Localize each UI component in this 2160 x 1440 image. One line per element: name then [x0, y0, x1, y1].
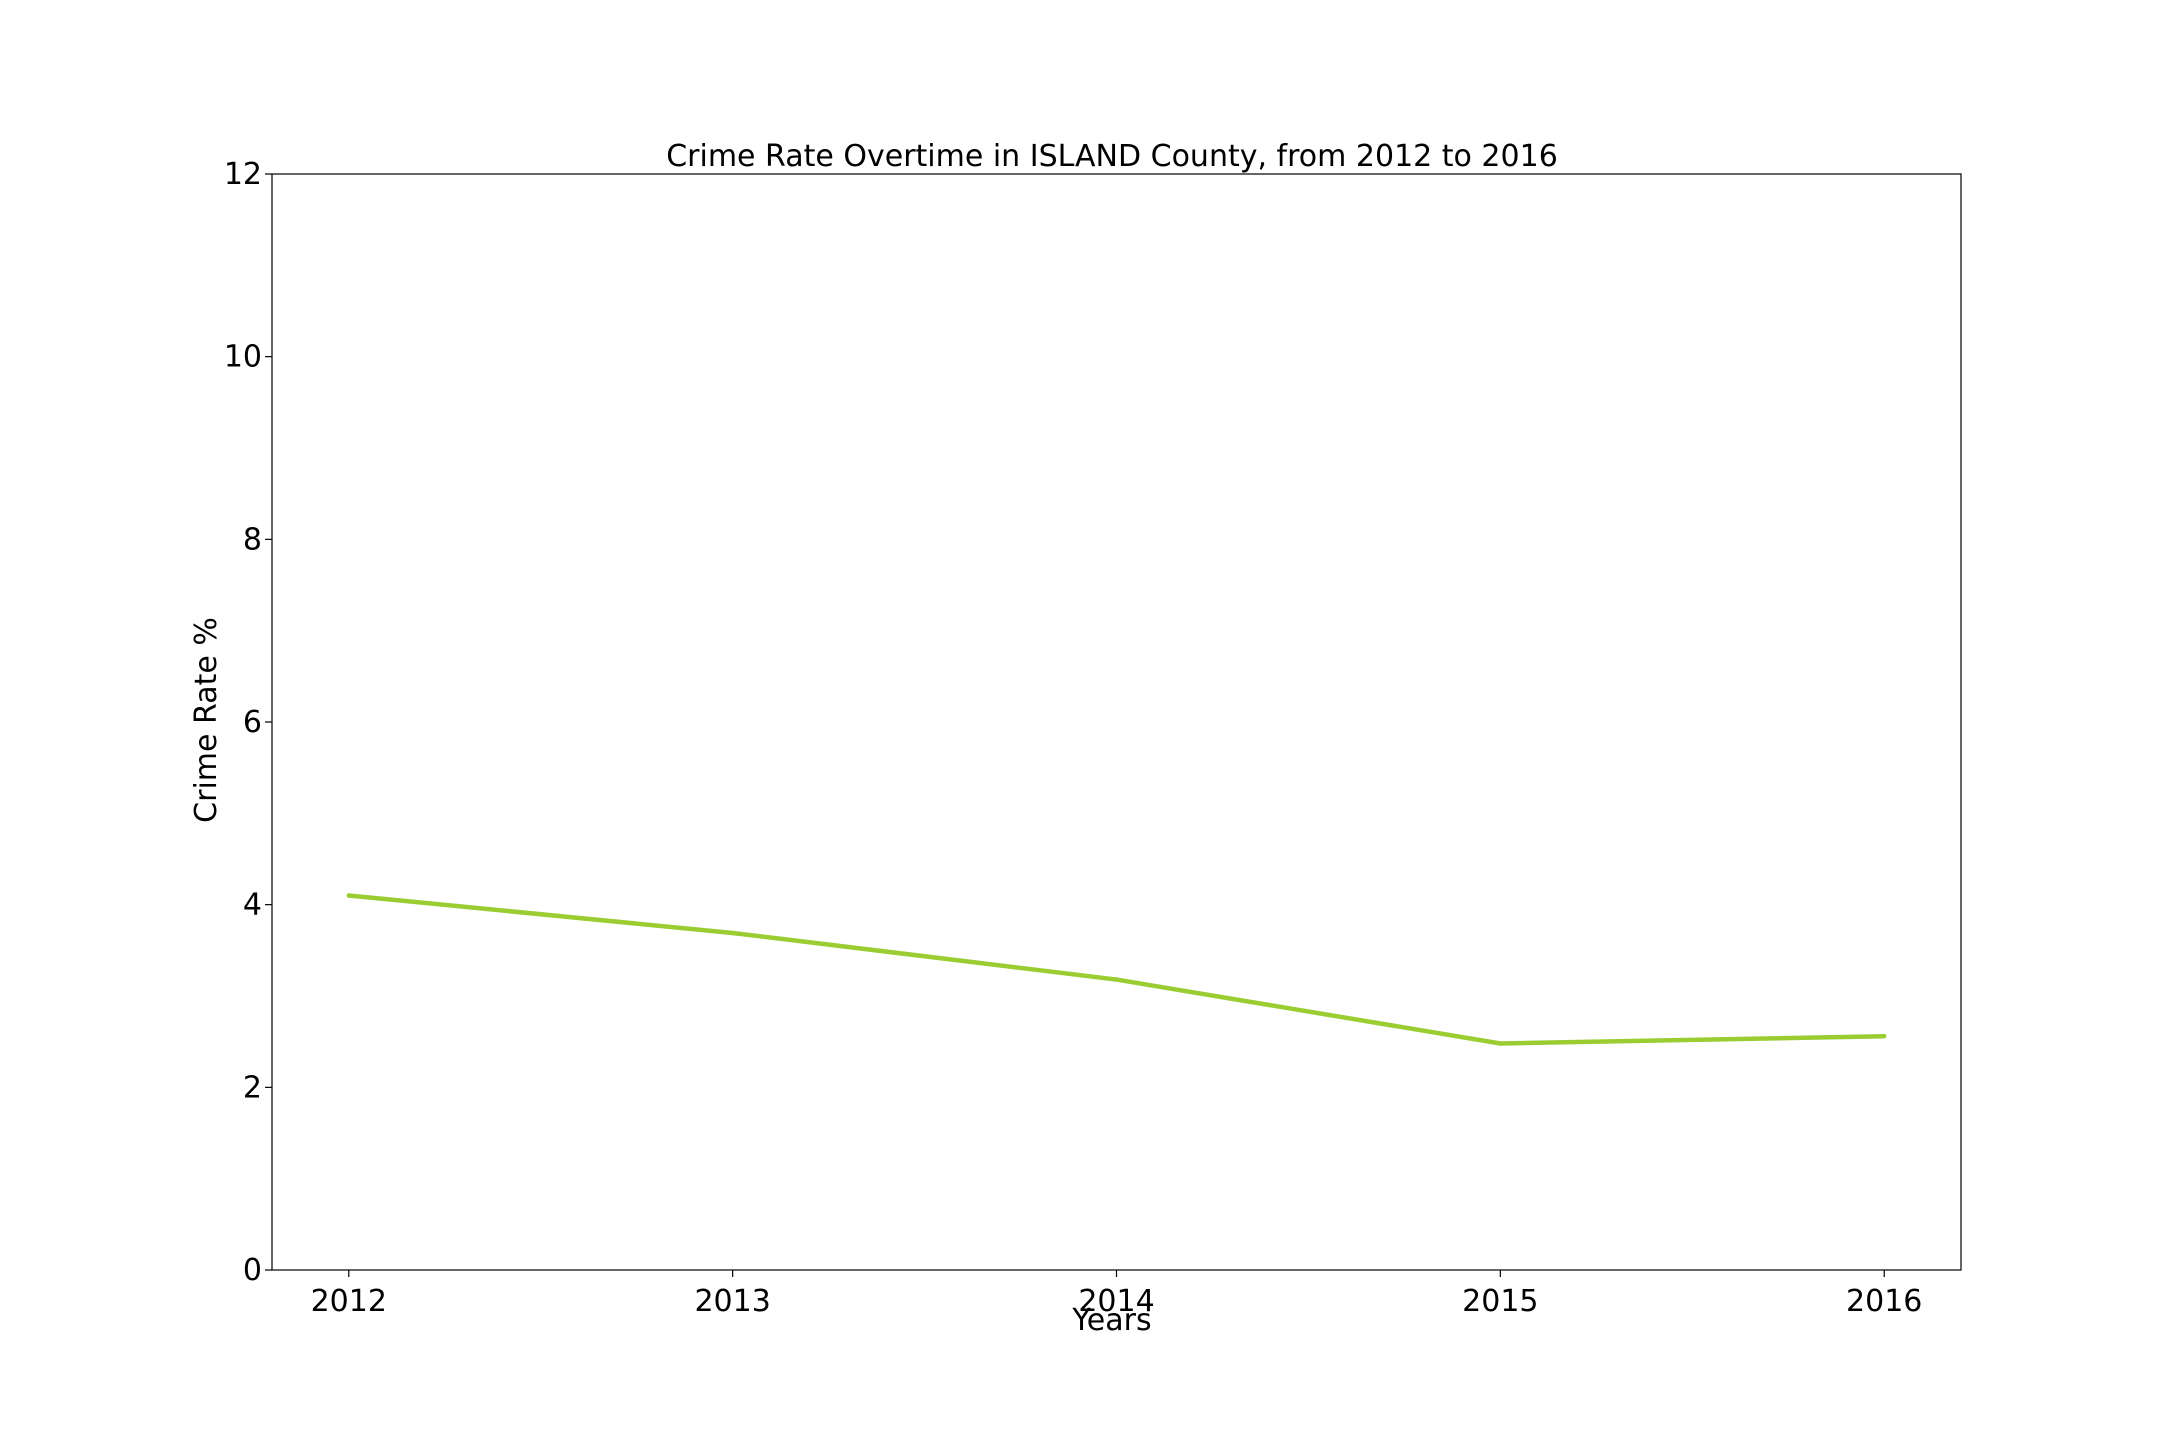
- x-axis-label: Years: [1071, 1303, 1151, 1338]
- x-tick-label: 2012: [311, 1284, 387, 1319]
- y-axis-label: Crime Rate %: [189, 617, 224, 823]
- y-tick-label: 10: [224, 340, 262, 375]
- x-tick-label: 2014: [1078, 1284, 1154, 1319]
- plot-area: 0 2 4 6 8 10 12 2012 2013 2014 2015 2016: [224, 157, 1962, 1319]
- y-tick-label: 12: [224, 157, 262, 192]
- data-point: [1881, 1033, 1887, 1039]
- y-tick-label: 0: [243, 1253, 262, 1288]
- y-tick-label: 2: [243, 1070, 262, 1105]
- chart-title: Crime Rate Overtime in ISLAND County, fr…: [666, 139, 1558, 174]
- x-tick-label: 2015: [1462, 1284, 1538, 1319]
- x-tick-label: 2016: [1846, 1284, 1922, 1319]
- data-point: [1114, 977, 1119, 982]
- y-tick-label: 6: [243, 705, 262, 740]
- y-tick-label: 4: [243, 888, 262, 923]
- data-point: [730, 930, 735, 936]
- y-tick-label: 8: [243, 522, 262, 557]
- data-point: [346, 893, 352, 898]
- x-tick-label: 2013: [694, 1284, 770, 1319]
- data-point: [1498, 1041, 1503, 1046]
